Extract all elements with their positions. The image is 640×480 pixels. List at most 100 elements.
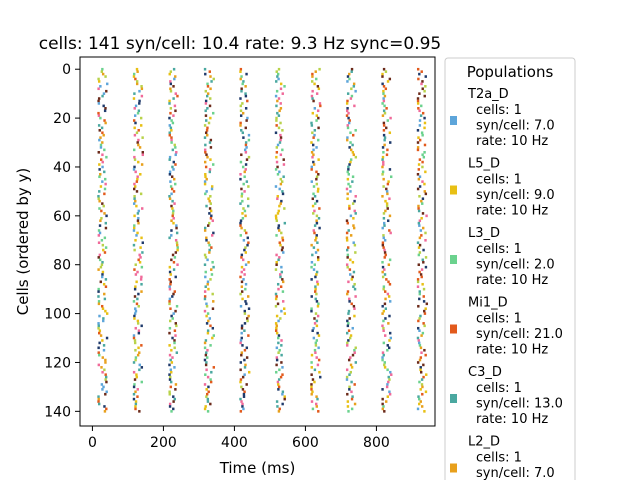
spike	[277, 351, 280, 354]
spike	[275, 124, 278, 127]
spike	[244, 94, 248, 98]
spike	[388, 258, 392, 262]
spike	[98, 129, 101, 132]
spike	[204, 175, 207, 179]
spike	[139, 116, 143, 120]
spike	[346, 138, 349, 142]
spike	[203, 253, 207, 257]
spike	[352, 85, 356, 88]
spike	[347, 182, 350, 186]
spike	[239, 172, 242, 176]
spike	[176, 248, 179, 252]
spike	[244, 251, 247, 254]
legend-detail: syn/cell: 21.0	[476, 327, 563, 342]
spike	[381, 241, 385, 245]
spike	[210, 187, 214, 191]
spike	[385, 107, 388, 110]
spike	[387, 295, 391, 298]
spike	[208, 248, 211, 252]
spike	[416, 67, 420, 71]
spike	[174, 388, 177, 391]
spike	[245, 346, 249, 350]
spike	[382, 353, 385, 357]
spike	[209, 75, 212, 78]
spike	[279, 107, 283, 110]
spike	[312, 163, 316, 166]
legend-name: L5_D	[468, 157, 500, 172]
spike	[98, 329, 102, 332]
spike	[240, 75, 243, 78]
spike	[210, 214, 213, 218]
spike	[280, 309, 283, 313]
y-tick-label: 80	[53, 258, 71, 274]
spike	[419, 229, 423, 232]
spike	[206, 397, 210, 401]
spike	[383, 273, 387, 276]
spike	[346, 265, 349, 269]
spike	[103, 405, 106, 408]
spike	[313, 133, 316, 137]
spike	[381, 260, 384, 264]
spike	[319, 104, 322, 108]
spike	[208, 243, 211, 247]
spike	[168, 331, 171, 335]
spike	[133, 268, 136, 271]
spike	[423, 410, 426, 413]
spike	[316, 280, 319, 284]
spike	[101, 180, 104, 183]
spike	[279, 153, 283, 157]
spike	[243, 312, 247, 315]
spike	[204, 89, 207, 93]
spike	[204, 339, 208, 342]
spike	[205, 388, 208, 391]
spike	[206, 155, 209, 159]
spike	[239, 70, 242, 73]
spike	[243, 390, 246, 394]
spike	[243, 248, 246, 252]
spike	[383, 361, 386, 364]
spike	[176, 263, 179, 267]
spike	[316, 256, 320, 259]
spike	[240, 192, 244, 196]
spike	[421, 392, 424, 396]
spike	[209, 87, 212, 91]
spike	[354, 361, 358, 364]
spike	[346, 344, 349, 347]
spike	[317, 334, 321, 337]
spike	[104, 107, 107, 110]
spike	[420, 405, 424, 408]
spike	[351, 260, 355, 264]
spike	[104, 221, 108, 225]
spike	[244, 300, 247, 303]
spike	[132, 97, 136, 100]
spike	[168, 170, 172, 174]
spike	[246, 236, 249, 240]
spike	[275, 358, 279, 362]
spike	[105, 336, 109, 340]
spike	[246, 116, 249, 120]
spike	[239, 292, 242, 296]
spike	[422, 260, 425, 264]
spike	[313, 209, 316, 213]
spike	[174, 75, 177, 78]
spike	[98, 168, 101, 171]
spike	[244, 263, 248, 267]
spike	[212, 77, 215, 81]
spike	[175, 224, 178, 227]
spike	[245, 356, 249, 359]
spike	[210, 80, 213, 83]
spike	[134, 405, 137, 408]
spike	[417, 304, 420, 308]
spike	[174, 334, 177, 337]
spike	[381, 324, 384, 328]
spike	[141, 151, 144, 154]
legend-detail: cells: 1	[476, 242, 522, 257]
spike	[172, 292, 175, 296]
spike	[139, 246, 142, 249]
spike	[243, 309, 246, 313]
spike	[384, 70, 388, 73]
spike	[277, 383, 280, 386]
spike	[280, 344, 283, 347]
spike	[101, 165, 104, 169]
